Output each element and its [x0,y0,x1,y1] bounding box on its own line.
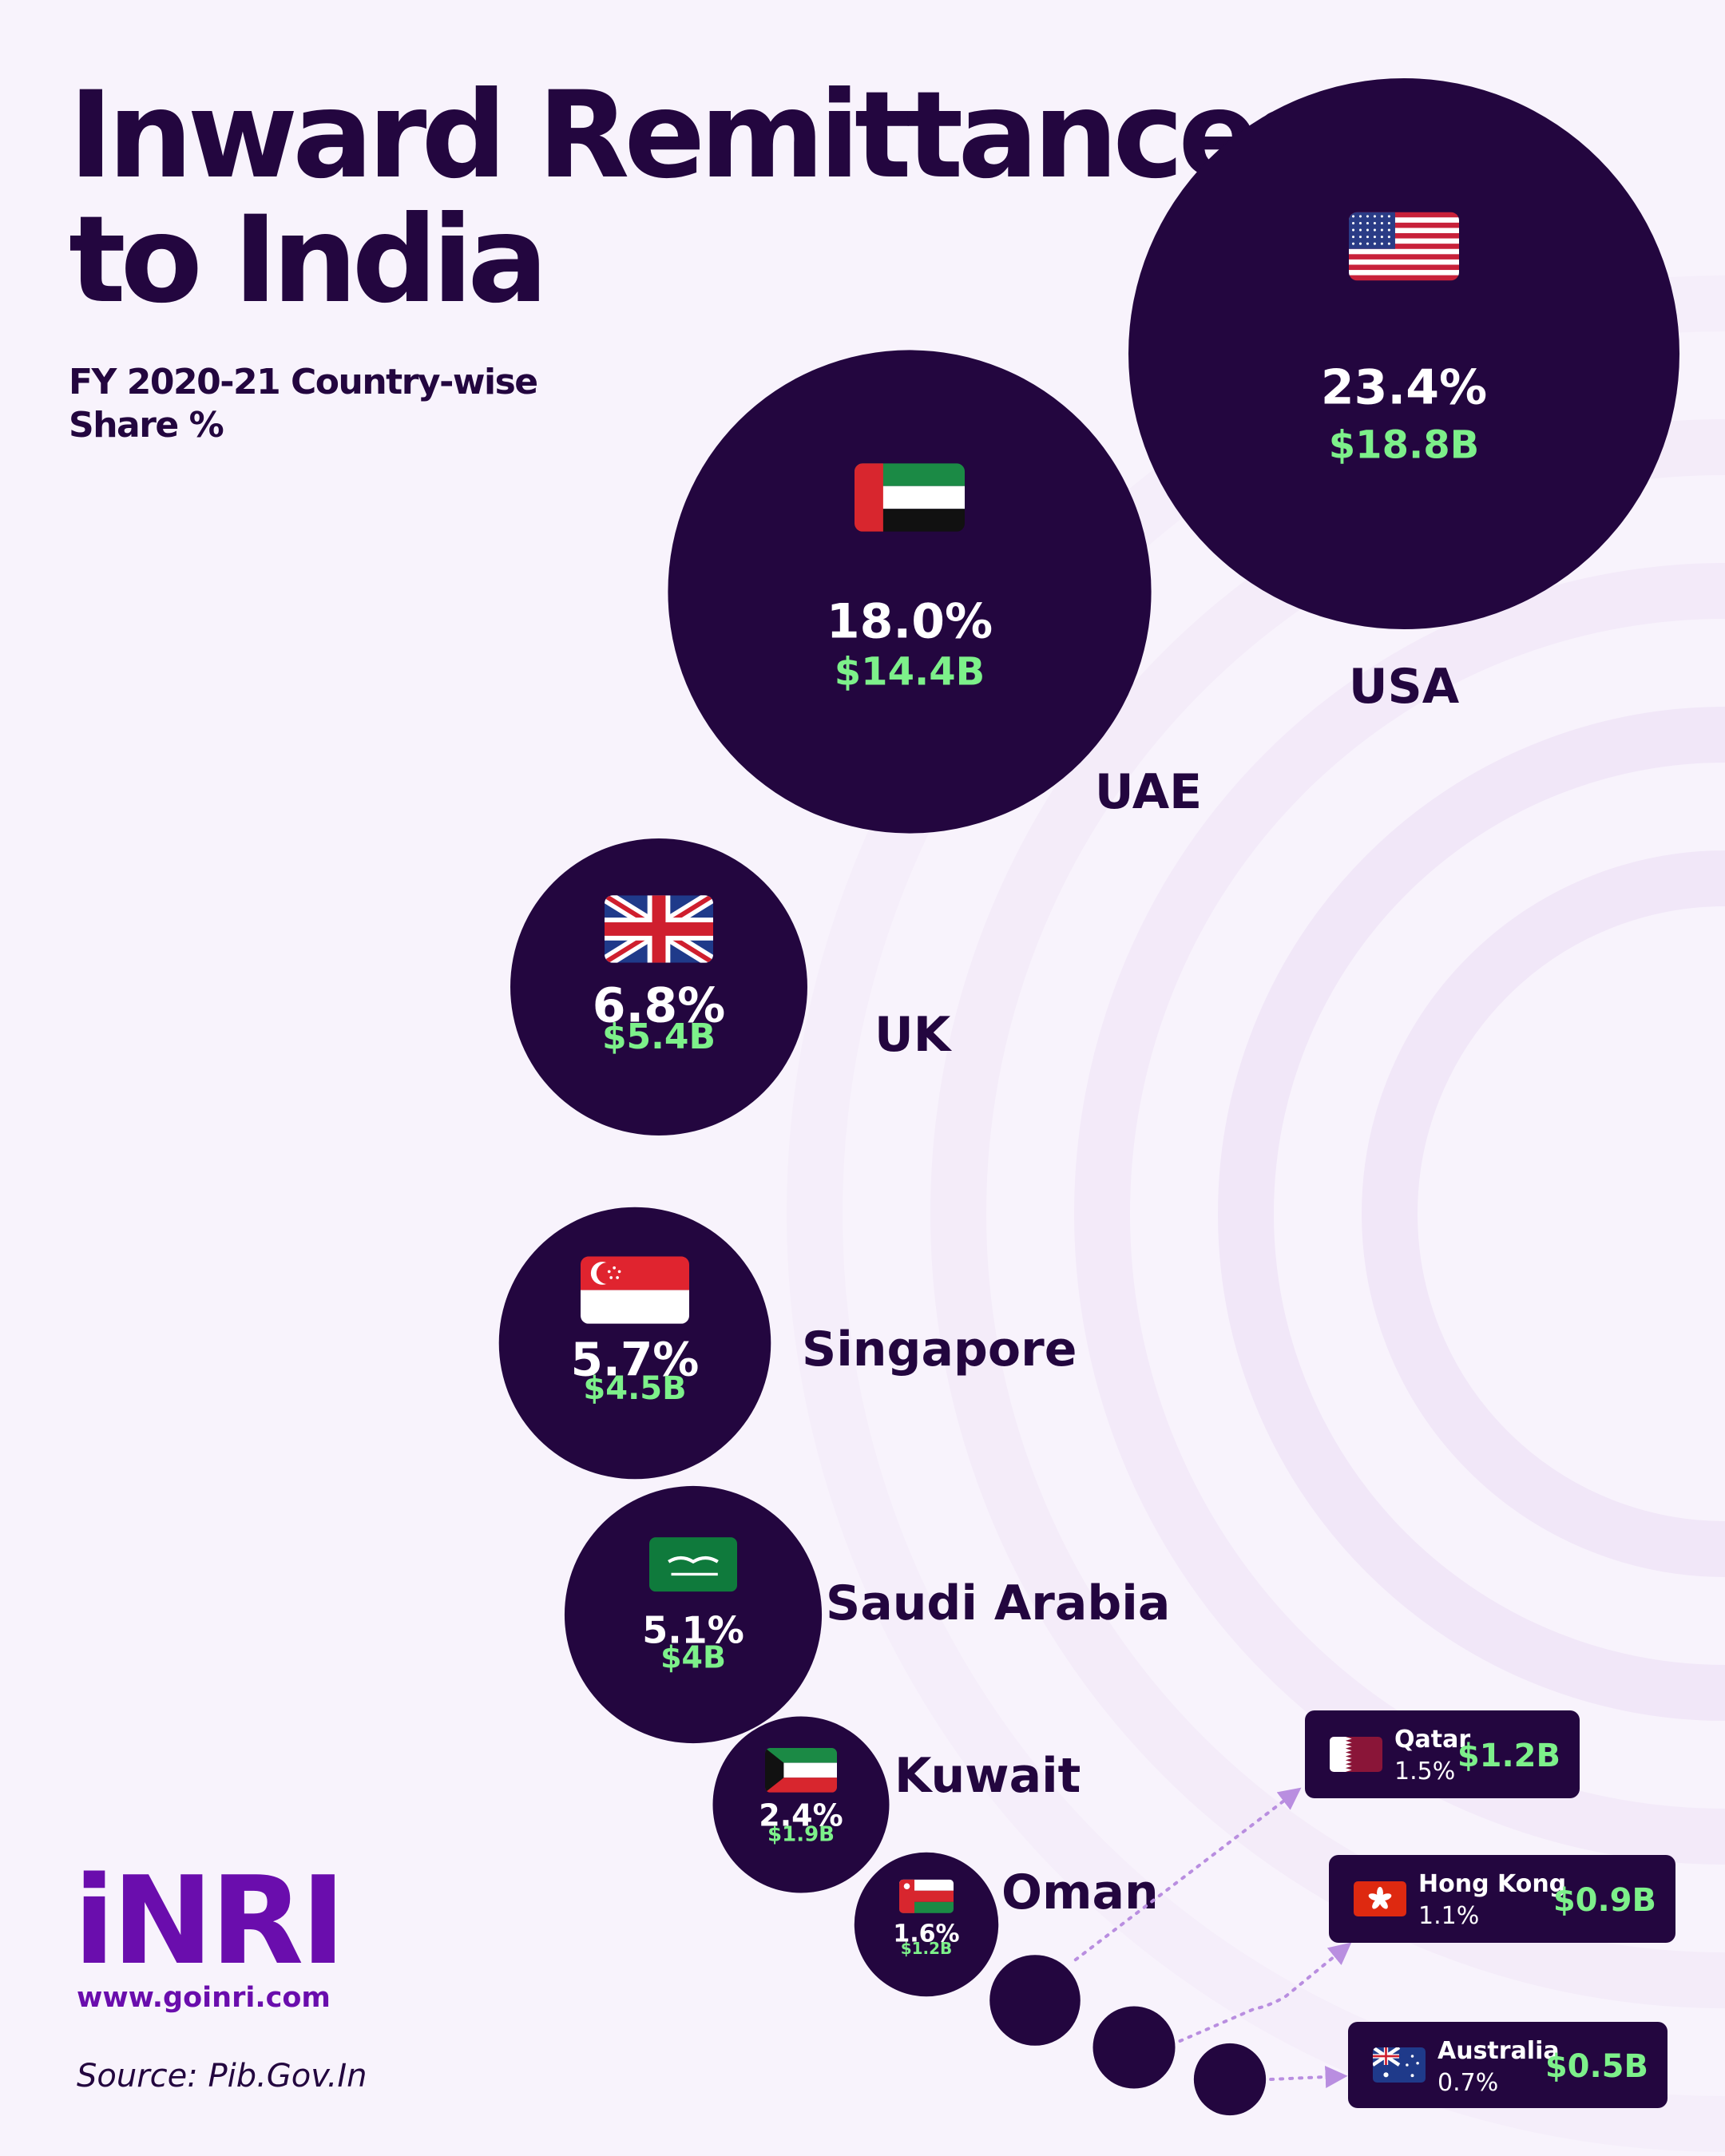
bubble-oman: 1.6%$1.2B Oman [854,1852,1159,1997]
bubble-circle [510,838,807,1135]
country-label: Qatar [1394,1726,1470,1754]
connector-line [1269,2065,1348,2088]
country-label: Kuwait [894,1748,1081,1804]
bubble-saudi-arabia: 5.1%$4B Saudi Arabia [564,1485,1170,1744]
bubble-circle [712,1716,890,1893]
amount-label: $4B [660,1639,726,1674]
bubble-circle [1092,2006,1176,2089]
bubble-circle [564,1485,823,1744]
callout-card [1348,2022,1668,2108]
share-label: 18.0% [827,593,993,649]
bubble-uae: 18.0%$14.4B UAE [668,350,1202,834]
callout-card [1305,1710,1580,1798]
saudi-arabia-flag-icon [649,1537,737,1592]
uk-flag-icon [605,895,713,963]
hong-kong-flag-icon [1354,1881,1406,1916]
country-label: Saudi Arabia [826,1575,1170,1631]
bubble-circle [1193,2043,1267,2116]
amount-label: $4.5B [583,1370,686,1407]
website-link[interactable]: www.goinri.com [77,1982,331,2014]
connector-line [1178,1942,1352,2043]
amount-label: $1.9B [767,1823,835,1847]
oman-flag-icon [899,1879,954,1913]
uae-flag-icon [855,463,965,532]
bubble-usa: 23.4% $18.8B USA [1128,78,1679,715]
qatar-flag-icon [1330,1737,1382,1772]
bubble-circle [498,1207,771,1480]
share-label: 1.5% [1394,1758,1455,1785]
amount-label: $0.5B [1545,2048,1648,2085]
connector-line [1073,1787,1302,1962]
amount-label: $0.9B [1553,1882,1656,1919]
share-label: 6.8% [593,977,725,1033]
amount-label: $1.2B [1457,1738,1560,1774]
page-title: Inward Remittances to India [69,66,1325,330]
amount-label: $5.4B [602,1017,716,1057]
callout-qatar: Qatar 1.5% $1.2B [989,1710,1580,2046]
bubble-circle [854,1852,999,1997]
country-label: Australia [1438,2037,1560,2065]
bubble-circle [1128,78,1679,629]
callout-australia: Australia 0.7% $0.5B [1193,2022,1668,2116]
bubble-circle [668,350,1152,834]
subtitle-line-2: Share % [69,405,224,446]
title-line-1: Inward Remittances [69,66,1325,205]
title-line-2: to India [69,191,549,330]
share-label: 5.7% [571,1333,700,1387]
bubble-kuwait: 2.4%$1.9B Kuwait [712,1716,1081,1893]
share-label: 0.7% [1438,2069,1498,2097]
share-label: 1.1% [1418,1902,1479,1930]
country-label: UAE [1095,764,1202,820]
singapore-flag-icon [581,1256,689,1324]
subtitle-line-1: FY 2020-21 Country-wise [69,362,538,402]
kuwait-flag-icon [765,1748,837,1793]
bubble-circle [989,1955,1081,2046]
country-label: Oman [1001,1865,1159,1920]
callout-card [1329,1855,1675,1943]
source-note: Source: Pib.Gov.In [77,2058,367,2095]
country-label: Singapore [802,1322,1077,1377]
share-label: 23.4% [1321,359,1487,415]
page-subtitle: FY 2020-21 Country-wise Share % [69,361,538,447]
bubble-uk: 6.8%$5.4B UK [510,838,953,1135]
callout-hong-kong: Hong Kong 1.1% $0.9B [1092,1855,1675,2089]
share-label: 5.1% [642,1608,744,1651]
share-label: 2.4% [759,1798,843,1833]
country-label: Hong Kong [1418,1870,1566,1898]
amount-label: $1.2B [901,1939,953,1958]
amount-label: $18.8B [1329,423,1479,468]
amount-label: $14.4B [835,650,985,695]
share-label: 1.6% [893,1920,959,1948]
us-flag-icon [1349,212,1459,281]
australia-flag-icon [1373,2047,1426,2083]
bubble-singapore: 5.7%$4.5B Singapore [498,1207,1077,1480]
country-label: USA [1349,659,1460,715]
inri-logo: iNRI [73,1850,346,1992]
country-label: UK [874,1007,953,1063]
